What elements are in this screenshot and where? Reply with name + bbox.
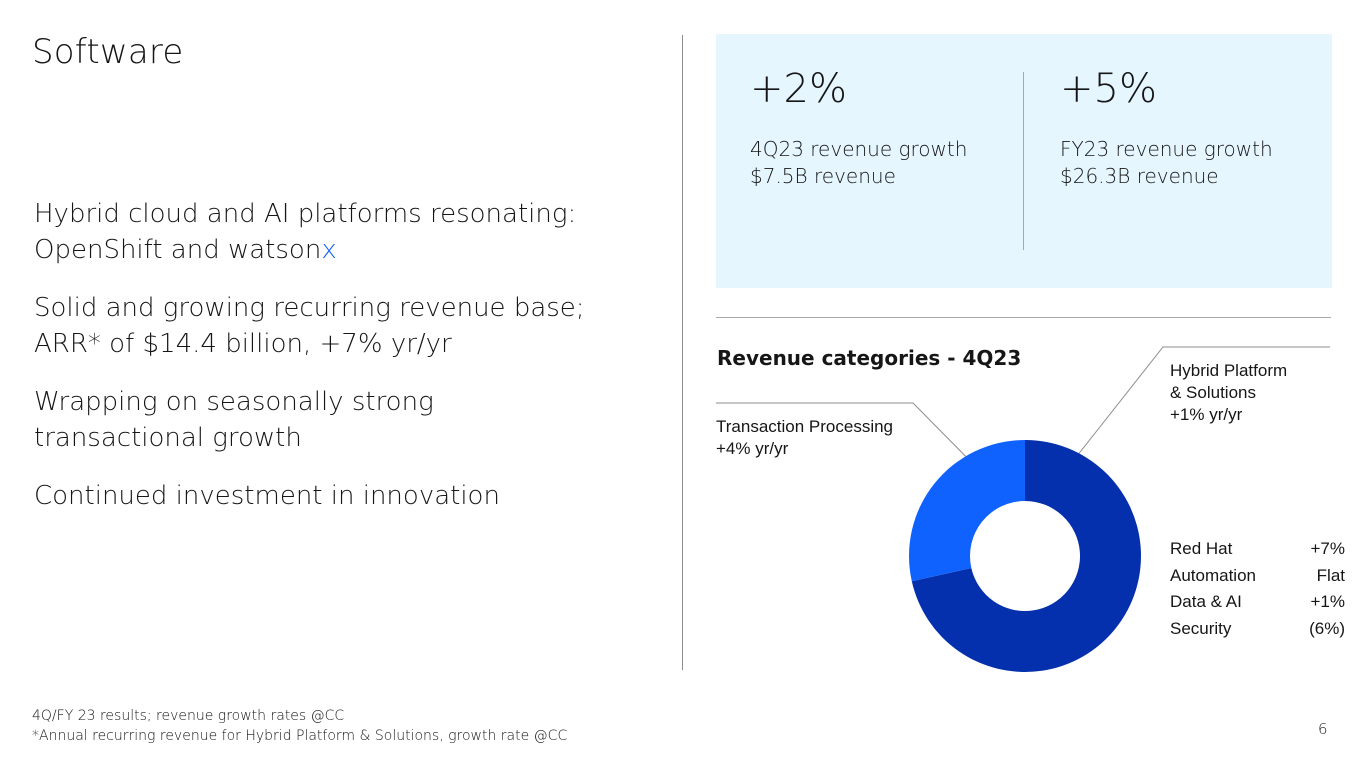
kpi-label: 4Q23 revenue growth — [750, 137, 968, 161]
leader-line-hybrid-platform — [1057, 346, 1330, 481]
callout-leader-lines — [716, 346, 1330, 481]
vertical-divider — [682, 35, 683, 670]
watsonx-accent-letter: x — [321, 235, 337, 265]
callout-label: Transaction Processing — [716, 417, 894, 436]
page-number: 6 — [1318, 720, 1328, 738]
callout-hybrid-platform: Hybrid Platform & Solutions +1% yr/yr — [1170, 360, 1287, 426]
segment-growth: (6%) — [1309, 618, 1345, 638]
segment-growth: Flat — [1316, 565, 1345, 585]
segment-row: Data & AI +1% — [1170, 589, 1345, 616]
segment-name: Red Hat — [1170, 539, 1233, 558]
bullet-text: transactional growth — [34, 423, 302, 453]
bullet-text: Wrapping on seasonally strong — [34, 387, 434, 417]
bullet-text: Hybrid cloud and AI platforms resonating… — [34, 199, 577, 229]
kpi-value: +5% — [1060, 66, 1157, 112]
segment-row: Security (6%) — [1170, 616, 1345, 643]
horizontal-rule — [716, 317, 1331, 318]
bullet-text-main: OpenShift and watson — [34, 235, 322, 265]
callout-label: & Solutions — [1170, 383, 1256, 402]
bullet-item: Solid and growing recurring revenue base… — [34, 290, 634, 362]
kpi-label: FY23 revenue growth — [1060, 137, 1273, 161]
callout-transaction-processing: Transaction Processing +4% yr/yr — [716, 416, 893, 460]
bullet-text: ARR* of $14.4 billion, +7% yr/yr — [34, 329, 452, 359]
segment-name: Security — [1170, 618, 1232, 638]
segment-row: Automation Flat — [1170, 563, 1345, 590]
chart-title: Revenue categories - 4Q23 — [717, 346, 1022, 370]
segment-name: Automation — [1170, 565, 1256, 585]
leader-line-transaction-processing — [716, 402, 990, 481]
segment-table: Red Hat +7% Automation Flat Data & AI +1% S… — [1170, 536, 1345, 642]
donut-slice-hybrid-platform — [911, 440, 1141, 672]
callout-label: Hybrid Platform — [1170, 361, 1288, 380]
kpi-label: $7.5B revenue — [750, 164, 896, 188]
segment-row: Red Hat +7% — [1170, 536, 1345, 563]
page-title: Software — [32, 32, 184, 72]
donut-slice-transaction-processing — [909, 440, 1025, 582]
bullet-item: Hybrid cloud and AI platforms resonating… — [34, 196, 634, 268]
bullet-text: Continued investment in innovation — [34, 481, 500, 511]
bullet-item: Continued investment in innovation — [34, 478, 634, 514]
callout-growth: +4% yr/yr — [716, 439, 789, 458]
donut-slices — [909, 440, 1141, 672]
callout-growth: +1% yr/yr — [1170, 405, 1243, 424]
footnotes: 4Q/FY 23 results; revenue growth rates @… — [32, 706, 567, 746]
kpi-value: +2% — [750, 66, 847, 112]
kpi-separator — [1023, 72, 1024, 250]
bullet-text: Solid and growing recurring revenue base… — [34, 293, 585, 323]
segment-growth: +7% — [1310, 539, 1346, 558]
kpi-full-year: +5% FY23 revenue growth $26.3B revenue — [1060, 66, 1273, 190]
footnote-line: *Annual recurring revenue for Hybrid Pla… — [32, 728, 568, 744]
segment-growth: +1% — [1310, 592, 1346, 611]
bullet-text: OpenShift and watsonx — [34, 232, 634, 268]
bullet-item: Wrapping on seasonally strong transactio… — [34, 384, 634, 456]
segment-name: Data & AI — [1170, 592, 1242, 611]
kpi-panel — [716, 34, 1332, 288]
bullet-list: Hybrid cloud and AI platforms resonating… — [34, 196, 634, 536]
footnote-line: 4Q/FY 23 results; revenue growth rates @… — [32, 708, 345, 724]
kpi-label: $26.3B revenue — [1060, 164, 1219, 188]
kpi-quarter: +2% 4Q23 revenue growth $7.5B revenue — [750, 66, 967, 190]
